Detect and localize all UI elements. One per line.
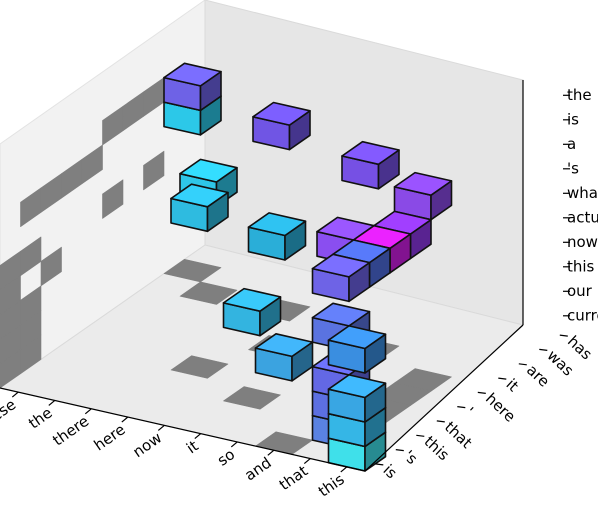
left-projection-cell xyxy=(20,236,42,277)
floor-projection-cell xyxy=(223,386,281,410)
x-tick-label: now xyxy=(129,429,165,461)
y-tick-mark xyxy=(395,449,404,452)
voxel-top-face xyxy=(393,171,453,196)
voxel-top-face xyxy=(252,101,311,126)
voxel-cube xyxy=(393,171,453,221)
y-tick-label: is xyxy=(380,461,401,482)
voxel-group xyxy=(163,62,453,472)
left-wall-projection xyxy=(0,62,185,389)
voxel-top-face xyxy=(311,253,371,278)
z-tick-label: the xyxy=(567,86,592,104)
voxel-top-face xyxy=(327,374,387,399)
voxel-cube xyxy=(327,325,387,374)
x-axis-line xyxy=(0,387,366,472)
voxel-cube xyxy=(170,183,229,233)
voxel-cube xyxy=(163,62,222,112)
voxel-cube xyxy=(252,101,311,151)
x-tick-label: so xyxy=(214,445,238,469)
voxel-cube xyxy=(341,140,400,190)
voxel-cube xyxy=(327,374,387,423)
floor-projection-cell xyxy=(163,258,222,283)
left-projection-cell xyxy=(0,275,21,315)
voxel-cube xyxy=(254,332,314,382)
left-projection-cell xyxy=(102,105,124,146)
z-tick-label: what xyxy=(567,184,598,202)
x-tick-mark xyxy=(157,424,165,431)
voxel-top-face xyxy=(222,287,282,313)
y-tick-label: 's xyxy=(400,447,421,468)
x-tick-label: these xyxy=(0,395,19,434)
y-tick-mark xyxy=(416,434,425,437)
y-tick-label: ' xyxy=(462,404,477,420)
y-tick-mark xyxy=(518,363,527,366)
x-tick-mark xyxy=(194,433,202,440)
z-tick-label: current xyxy=(567,306,598,324)
z-tick-label: a xyxy=(567,135,576,153)
voxel-top-face xyxy=(179,158,238,183)
left-projection-cell xyxy=(40,246,62,287)
y-axis-line xyxy=(364,324,524,472)
x-tick-mark xyxy=(230,441,238,448)
y-tick-mark xyxy=(375,463,384,466)
z-tick-label: this xyxy=(567,257,595,275)
x-tick-label: that xyxy=(276,462,311,494)
x-tick-label: this xyxy=(315,470,348,501)
x-tick-mark xyxy=(121,416,129,423)
voxel-top-face xyxy=(311,302,371,327)
y-tick-label: it xyxy=(503,375,523,395)
voxel-top-face xyxy=(254,332,314,358)
voxel-cube xyxy=(247,212,307,261)
x-tick-mark xyxy=(303,458,311,465)
floor-projection-cell xyxy=(170,355,229,379)
voxel-top-face xyxy=(163,62,222,87)
z-tick-label: actually xyxy=(567,208,598,226)
floor-projection-cell xyxy=(179,281,238,305)
x-tick-mark xyxy=(48,399,56,406)
y-tick-label: here xyxy=(482,389,519,425)
x-tick-mark xyxy=(84,408,92,415)
y-tick-mark xyxy=(457,406,466,409)
x-tick-label: and xyxy=(241,454,274,485)
voxel-cube xyxy=(222,287,282,337)
y-tick-label: are xyxy=(523,361,553,391)
x-tick-label: it xyxy=(183,437,202,458)
y-tick-mark xyxy=(539,348,548,351)
z-tick-label: our xyxy=(567,282,593,300)
x-tick-label: there xyxy=(49,412,92,450)
y-tick-mark xyxy=(477,391,486,394)
z-axis-ticks: current our this now actually what 's a is the xyxy=(563,86,598,324)
z-tick-label: 's xyxy=(567,159,579,177)
voxel-cube xyxy=(311,253,371,303)
left-projection-cell xyxy=(40,173,62,213)
y-tick-mark xyxy=(498,377,507,380)
x-tick-label: the xyxy=(25,404,55,433)
voxel-top-face xyxy=(170,183,229,208)
voxel-top-face xyxy=(327,325,387,350)
voxel-top-face xyxy=(247,212,307,237)
x-tick-mark xyxy=(267,449,275,456)
left-projection-cell xyxy=(143,150,165,191)
x-tick-mark xyxy=(340,466,348,473)
left-projection-cell xyxy=(81,144,103,185)
left-projection-cell xyxy=(102,179,124,219)
y-tick-mark xyxy=(436,420,445,423)
x-tick-label: here xyxy=(91,420,129,454)
x-tick-mark xyxy=(11,391,19,398)
voxel-top-face xyxy=(341,140,400,166)
z-tick-label: now xyxy=(567,233,598,251)
z-tick-label: is xyxy=(567,110,579,128)
y-tick-mark xyxy=(559,334,568,337)
